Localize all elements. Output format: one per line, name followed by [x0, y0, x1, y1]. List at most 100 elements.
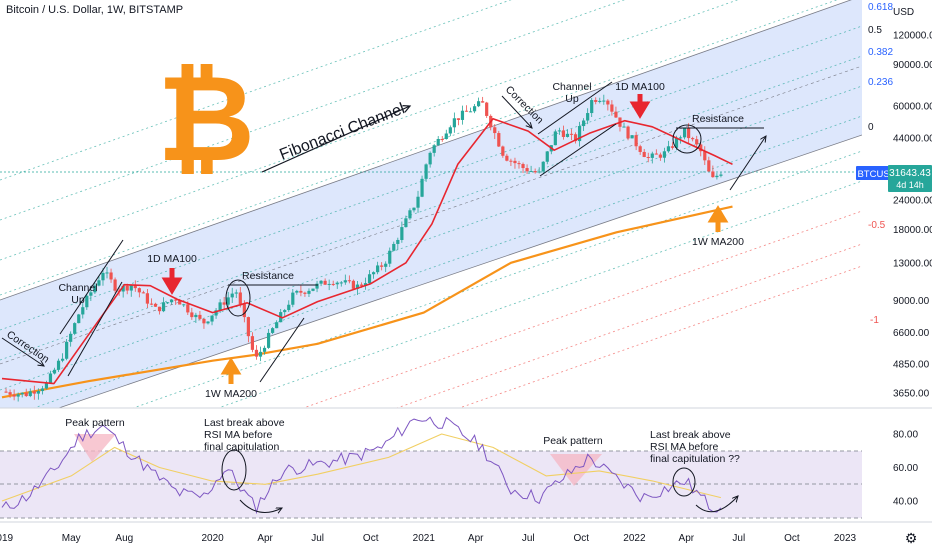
fib-label-neg05: -0.5	[868, 220, 886, 231]
fib-line	[395, 243, 862, 408]
candle	[703, 146, 707, 166]
candle	[307, 288, 311, 298]
annotation-ma200-1: 1W MA200	[205, 388, 257, 400]
fib-label-0618: 0.618	[868, 2, 893, 13]
candle	[347, 275, 351, 284]
candle	[170, 299, 174, 305]
annotation-fib-channel: Fibonacci Channel	[277, 100, 407, 163]
candle	[638, 144, 642, 155]
candle	[481, 96, 485, 103]
arrow-up-orange-icon	[707, 205, 729, 232]
candle	[590, 97, 594, 117]
candle	[634, 131, 638, 151]
candle	[569, 129, 574, 141]
rsi-tick-label: 60.00	[893, 463, 918, 474]
candle	[622, 122, 626, 128]
fib-line	[0, 25, 862, 331]
fib-line	[0, 55, 862, 361]
arrow-down-red-icon	[629, 94, 651, 119]
annotation-channel-up-2-line2: Up	[565, 93, 579, 105]
candle	[464, 105, 469, 112]
candle	[145, 288, 150, 309]
candle	[222, 296, 226, 309]
ma200-path	[1, 205, 733, 399]
candle	[691, 136, 695, 142]
candle	[630, 135, 634, 139]
candle	[40, 385, 44, 395]
price-tick-label: 13000.00	[893, 258, 932, 269]
price-tick-label: 18000.00	[893, 225, 932, 236]
candle	[384, 261, 388, 273]
candle	[36, 388, 40, 400]
annotation-resistance-2: Resistance	[692, 113, 744, 125]
candle	[485, 101, 489, 118]
annotation-peak-1: Peak pattern	[65, 417, 125, 429]
candle	[388, 247, 392, 267]
candle	[557, 127, 561, 135]
candle	[315, 280, 319, 293]
candle	[157, 306, 162, 315]
candle	[129, 285, 133, 297]
candle	[517, 160, 521, 169]
candle	[553, 129, 557, 146]
time-tick-label: Oct	[784, 533, 800, 544]
time-tick-label: 2019	[0, 533, 14, 544]
candle	[69, 331, 73, 347]
candle	[258, 346, 263, 362]
fib-line	[0, 0, 739, 261]
candle	[190, 307, 194, 320]
annotation-rsi-note-2-line1: Last break above	[650, 429, 731, 441]
time-tick-label: Oct	[574, 533, 590, 544]
candle	[408, 208, 412, 220]
candle	[295, 289, 299, 295]
candle	[707, 156, 711, 172]
fib-line	[0, 0, 838, 296]
fibonacci-channel	[0, 0, 862, 408]
candle	[52, 367, 57, 375]
candle	[537, 167, 541, 174]
candle	[283, 308, 287, 317]
fib-line	[458, 265, 862, 408]
candle	[371, 271, 376, 279]
price-tick-label: 24000.00	[893, 195, 932, 206]
candle	[602, 94, 606, 105]
candle	[16, 392, 20, 402]
price-axis: 120000.0090000.0060000.0044000.0032000.0…	[893, 31, 932, 400]
candle	[432, 143, 436, 157]
candle	[246, 316, 250, 343]
rsi-axis: 80.00 60.00 40.00	[893, 430, 918, 508]
candle	[545, 150, 549, 165]
last-price-value: 31643.43	[889, 168, 931, 179]
candle	[416, 190, 420, 213]
price-tick-label: 9000.00	[893, 296, 930, 307]
ma200-line	[1, 205, 733, 399]
settings-gear-icon[interactable]: ⚙	[905, 531, 918, 547]
candle	[525, 164, 529, 174]
candle	[291, 288, 295, 308]
candle	[182, 303, 186, 308]
candle	[8, 389, 12, 398]
last-price-badge: BTCUSD 31643.43 4d 14h	[856, 165, 932, 192]
candle	[577, 121, 582, 147]
candle	[452, 112, 456, 133]
candle	[271, 327, 275, 335]
candle	[444, 129, 448, 140]
candle	[598, 97, 602, 104]
candle	[565, 129, 570, 138]
candle	[323, 278, 327, 285]
peak-pattern-triangle-2	[550, 454, 602, 486]
candle	[440, 136, 444, 142]
candle	[715, 173, 719, 180]
candle	[89, 289, 93, 302]
candle	[137, 287, 141, 298]
candle	[586, 108, 590, 125]
last-price-symbol: BTCUSD	[857, 169, 896, 180]
time-tick-label: Jul	[522, 533, 535, 544]
candle	[521, 162, 525, 173]
candle	[561, 125, 566, 140]
price-tick-label: 6600.00	[893, 328, 930, 339]
candle	[363, 277, 368, 290]
candle	[396, 237, 400, 250]
time-tick-label: 2021	[413, 533, 436, 544]
